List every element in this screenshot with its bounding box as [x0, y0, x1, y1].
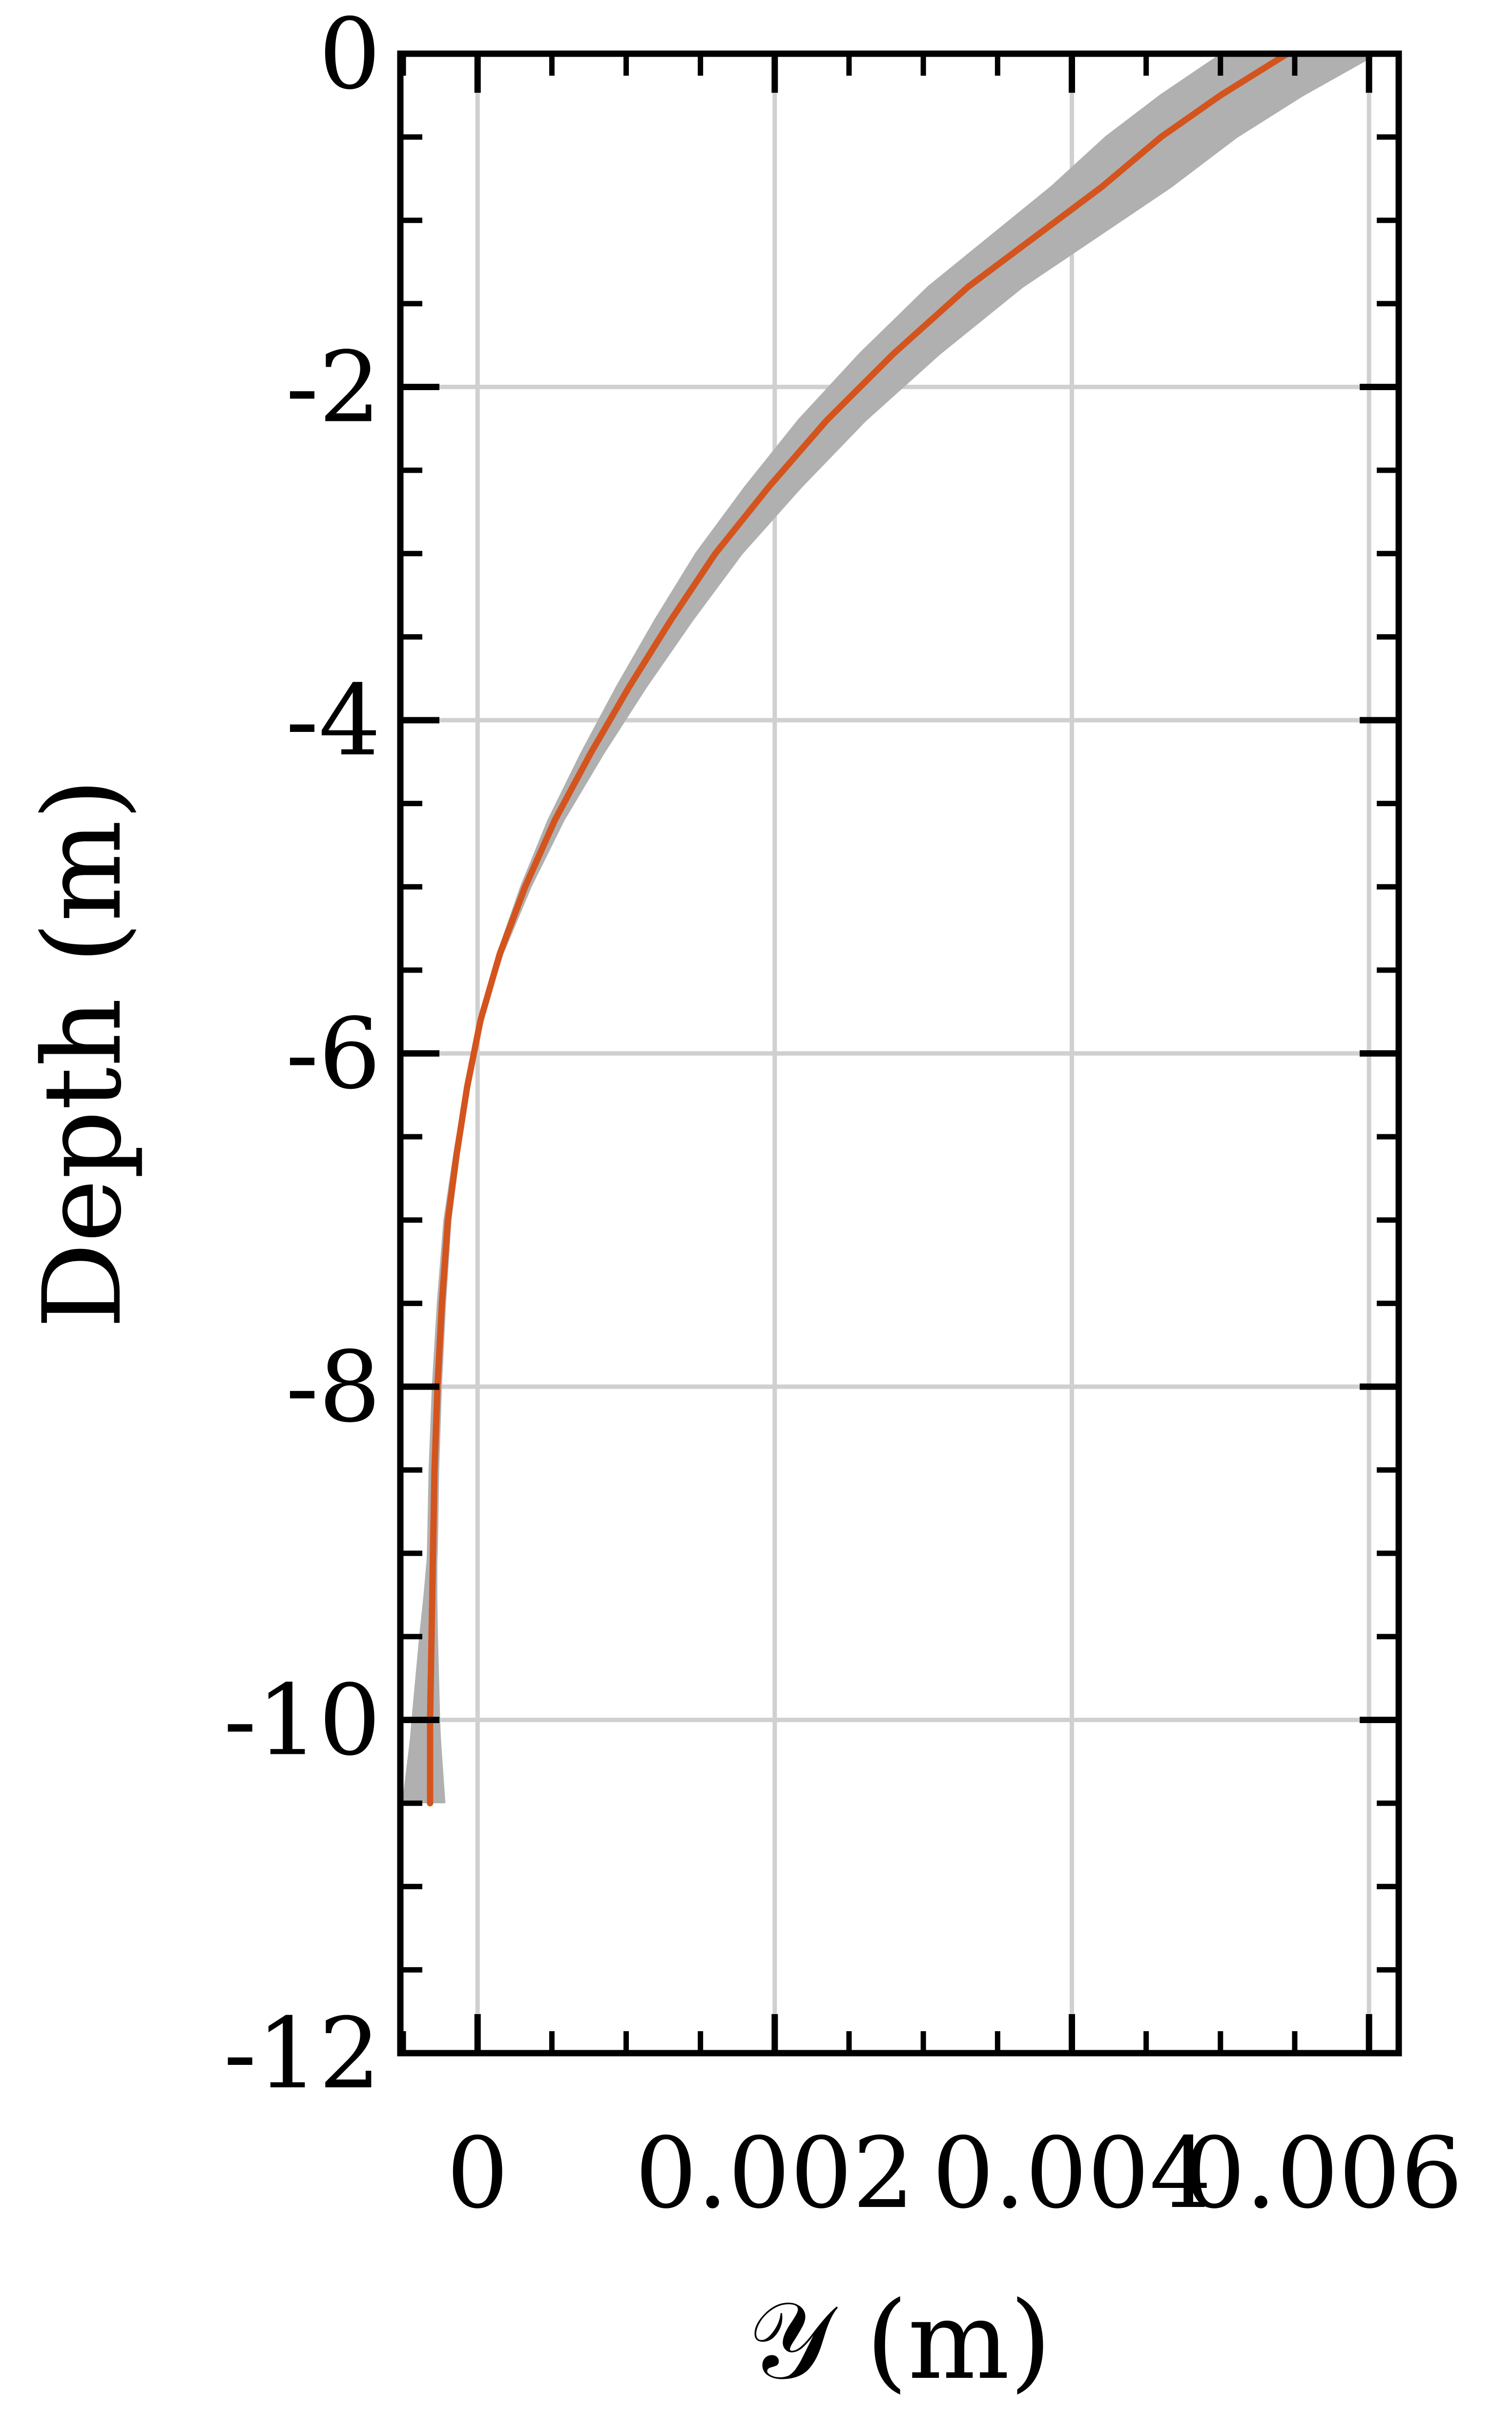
ensemble-line	[404, 52, 1325, 1804]
ensemble-line	[410, 52, 1317, 1804]
ensemble-line	[428, 52, 1354, 1804]
ensemble-line	[419, 52, 1288, 1804]
ensemble-line	[432, 52, 1278, 1804]
ensemble-line	[425, 52, 1247, 1804]
y-tick-label: -4	[286, 664, 381, 778]
y-tick-label: -2	[286, 331, 381, 445]
y-tick-label: -12	[224, 1997, 381, 2111]
x-tick-label: 0	[447, 2117, 509, 2230]
ensemble-line	[429, 52, 1333, 1804]
ensemble-line	[435, 52, 1231, 1804]
ensemble-curves	[402, 52, 1377, 1804]
ensemble-line	[405, 52, 1359, 1804]
ensemble-line	[417, 52, 1344, 1804]
ensemble-line	[432, 52, 1286, 1804]
ensemble-line	[412, 52, 1263, 1804]
ensemble-line	[428, 52, 1346, 1804]
ensemble-line	[406, 52, 1270, 1804]
ensemble-line	[430, 52, 1320, 1804]
x-tick-label: 0.002	[635, 2117, 915, 2230]
ensemble-line	[411, 52, 1351, 1804]
ensemble-line	[431, 52, 1299, 1804]
ensemble-line	[416, 52, 1309, 1804]
ensemble-line	[424, 52, 1369, 1804]
ensemble-line	[433, 52, 1252, 1804]
ensemble-line	[426, 52, 1315, 1804]
ensemble-line	[428, 52, 1226, 1804]
ensemble-line	[425, 52, 1281, 1804]
ensemble-line	[426, 52, 1348, 1804]
y-tick-label: -10	[224, 1664, 381, 1778]
ensemble-line	[421, 52, 1234, 1804]
ensemble-line	[413, 52, 1296, 1804]
ensemble-line	[431, 52, 1239, 1804]
ensemble-line	[405, 52, 1237, 1804]
ensemble-line	[427, 52, 1362, 1804]
ensemble-line	[423, 52, 1335, 1804]
ensemble-line	[414, 52, 1330, 1804]
ensemble-line	[407, 52, 1338, 1804]
mean-curve	[427, 50, 1291, 1807]
axes	[397, 50, 1402, 2057]
y-tick-label: -8	[286, 1331, 381, 1444]
ensemble-line	[402, 52, 1223, 1804]
ensemble-line	[407, 52, 1305, 1804]
ensemble-line	[420, 52, 1356, 1804]
y-axis-title: Depth (m)	[20, 778, 145, 1329]
ensemble-line	[428, 52, 1260, 1804]
x-axis-title: 𝒴 (m)	[747, 2278, 1052, 2403]
ensemble-line	[418, 52, 1377, 1804]
y-tick-label: 0	[319, 0, 381, 111]
ensemble-line	[422, 52, 1268, 1804]
ensemble-line	[403, 52, 1257, 1804]
ensemble-line	[420, 52, 1323, 1804]
ensemble-line	[434, 52, 1244, 1804]
ensemble-line	[429, 52, 1341, 1804]
y-tick-label: -6	[286, 998, 381, 1111]
ensemble-line	[409, 52, 1249, 1804]
ensemble-line	[430, 52, 1312, 1804]
x-tick-label: 0.004	[932, 2117, 1212, 2230]
ensemble-line	[428, 52, 1327, 1804]
ensemble-line	[403, 52, 1291, 1804]
ensemble-line	[408, 52, 1372, 1804]
ensemble-line	[431, 52, 1273, 1804]
ensemble-line	[423, 52, 1302, 1804]
x-tick-label: 0.006	[1183, 2117, 1463, 2230]
ensemble-line	[414, 52, 1364, 1804]
ensemble-line	[416, 52, 1276, 1804]
ensemble-line	[430, 52, 1307, 1804]
ensemble-line	[429, 52, 1294, 1804]
ensemble-line	[415, 52, 1242, 1804]
ensemble-line	[433, 52, 1265, 1804]
mean-line	[427, 50, 1291, 1807]
ensemble-line	[410, 52, 1284, 1804]
ensemble-line	[412, 52, 1229, 1804]
ensemble-line	[418, 52, 1255, 1804]
